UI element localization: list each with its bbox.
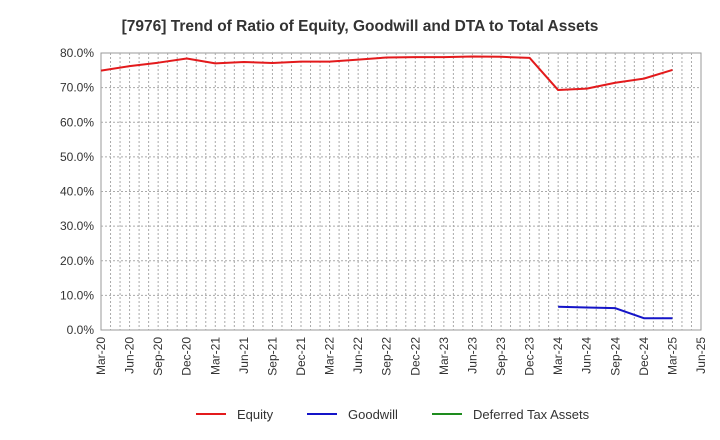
legend: Equity Goodwill Deferred Tax Assets [196,407,590,422]
grid [101,53,701,330]
y-tick-label: 40.0% [60,185,94,199]
x-tick-label: Dec-21 [294,337,308,376]
x-tick-label: Jun-24 [580,337,594,374]
x-tick-label: Mar-25 [665,337,679,375]
x-tick-label: Sep-22 [380,337,394,376]
y-tick-label: 30.0% [60,219,94,233]
x-tick-label: Sep-21 [265,337,279,376]
y-tick-label: 70.0% [60,81,94,95]
y-axis: 0.0% 10.0% 20.0% 30.0% 40.0% 50.0% 60.0% 70.0% 8… [60,46,94,337]
x-tick-label: Mar-20 [94,337,108,375]
x-tick-label: Jun-20 [123,337,137,374]
legend-label-equity: Equity [237,407,274,422]
x-tick-label: Jun-21 [237,337,251,374]
x-tick-label: Dec-22 [408,337,422,376]
series-line-equity [100,55,673,92]
x-tick-label: Jun-23 [465,337,479,374]
x-tick-label: Dec-23 [523,337,537,376]
x-tick-label: Mar-21 [208,337,222,375]
y-tick-label: 20.0% [60,254,94,268]
y-tick-label: 60.0% [60,115,94,129]
x-tick-label: Dec-20 [180,337,194,376]
x-axis: Mar-20 Jun-20 Sep-20 Dec-20 Mar-21 Jun-21 Sep-… [94,337,708,376]
x-tick-label: Jun-22 [351,337,365,374]
y-tick-label: 50.0% [60,150,94,164]
x-tick-label: Jun-25 [694,337,708,374]
x-tick-label: Mar-24 [551,337,565,375]
x-tick-label: Sep-23 [494,337,508,376]
y-tick-label: 0.0% [67,323,95,337]
series-lines [100,55,673,320]
y-tick-label: 80.0% [60,46,94,60]
x-tick-label: Dec-24 [637,337,651,376]
y-tick-label: 10.0% [60,288,94,302]
legend-label-deferred-tax-assets: Deferred Tax Assets [473,407,590,422]
x-tick-label: Sep-20 [151,337,165,376]
x-tick-label: Sep-24 [608,337,622,376]
legend-label-goodwill: Goodwill [348,407,398,422]
series-line-goodwill [558,305,673,320]
x-tick-label: Mar-22 [323,337,337,375]
x-tick-label: Mar-23 [437,337,451,375]
chart-title: [7976] Trend of Ratio of Equity, Goodwil… [122,18,599,35]
